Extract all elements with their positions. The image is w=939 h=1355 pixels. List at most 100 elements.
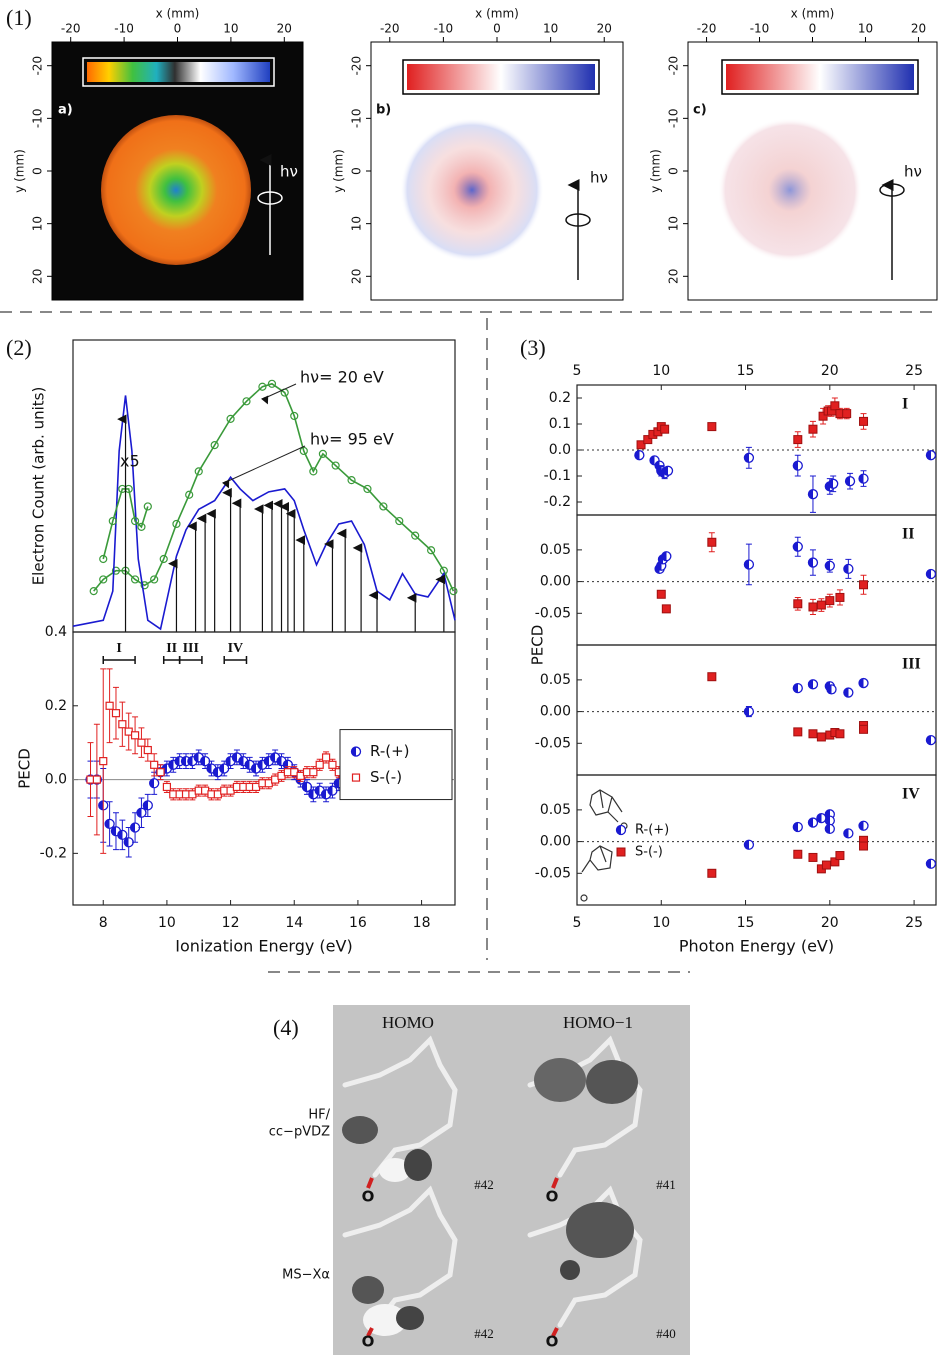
arrow-label: hν (590, 169, 608, 187)
x-tick-label: -10 (434, 22, 454, 36)
x-tick-label: -10 (750, 22, 770, 36)
y-tick-label: 20 (350, 269, 364, 284)
marker (793, 849, 803, 859)
marker (636, 440, 646, 450)
x-tick-label: 0 (174, 22, 182, 36)
image-tag: b) (376, 103, 391, 118)
column-header: HOMO−1 (563, 1013, 633, 1032)
panel-label: (2) (6, 335, 32, 360)
legend-marker (350, 746, 362, 757)
marker (142, 800, 153, 811)
legend-label: S-(-) (370, 768, 402, 786)
y-tick-label: -0.05 (535, 865, 571, 881)
orbital-number: #40 (656, 1326, 676, 1341)
method-label: HF/ (308, 1108, 330, 1123)
x-tick-label: 20 (911, 22, 926, 36)
x-tick-label: 10 (858, 22, 873, 36)
marker (363, 484, 372, 494)
marker (123, 837, 134, 848)
legend-label: S-(-) (635, 845, 663, 860)
marker (743, 706, 755, 717)
line-series (102, 488, 149, 560)
marker (859, 580, 869, 590)
marker (89, 587, 98, 596)
marker (643, 435, 653, 445)
marker (149, 778, 160, 789)
y-tick-label: -0.2 (544, 494, 571, 510)
marker (824, 823, 835, 835)
marker (835, 592, 845, 602)
marker (143, 502, 152, 511)
marker (130, 731, 140, 740)
marker (99, 757, 108, 766)
region-label: I (116, 641, 121, 656)
region-label: III (183, 641, 199, 656)
x-tick-label: 16 (349, 915, 367, 931)
marker (743, 559, 755, 570)
marker (99, 554, 108, 564)
marker (226, 414, 235, 423)
x-tick-label: 12 (222, 915, 240, 931)
y-tick-label: 0 (667, 167, 681, 175)
marker (707, 868, 717, 878)
y-tick-label: -0.05 (535, 735, 571, 751)
marker (156, 768, 165, 777)
arrow-label: hν (904, 163, 922, 181)
y-tick-label: 0.0 (549, 442, 571, 458)
x-tick-label: 0 (493, 22, 501, 36)
x-tick-label: 10 (652, 915, 670, 931)
marker (830, 401, 840, 411)
marker (844, 476, 856, 487)
legend-label: R-(+) (635, 823, 669, 838)
polarization (565, 213, 591, 227)
x-tick-label: 10 (543, 22, 558, 36)
marker (172, 519, 181, 529)
marker (808, 729, 818, 739)
marker (137, 738, 146, 747)
marker (104, 818, 115, 829)
marker (328, 760, 337, 769)
marker (662, 465, 674, 476)
marker (661, 551, 672, 562)
y-tick-label: 0.00 (540, 834, 571, 850)
colorbar-frame (82, 57, 275, 87)
marker (331, 461, 340, 470)
marker (634, 450, 645, 461)
orbital-renders (342, 1035, 643, 1337)
region-bracket (223, 656, 248, 664)
marker (859, 416, 869, 426)
y-axis-label: y (mm) (332, 149, 346, 193)
x-tick-label: 0 (809, 22, 817, 36)
plot-frame (576, 514, 937, 646)
panel-label: (1) (6, 5, 32, 30)
marker (210, 441, 219, 450)
x-tick-label: -20 (380, 22, 400, 36)
marker (825, 596, 835, 606)
y-tick-label: -0.05 (535, 605, 571, 621)
marker (843, 687, 854, 698)
x-tick-label: 5 (573, 363, 582, 379)
legend-label: R-(+) (370, 742, 410, 760)
x-tick-label: -20 (697, 22, 717, 36)
y-tick-label: 10 (31, 216, 45, 231)
marker (150, 760, 159, 769)
marker (842, 409, 852, 419)
image-tag: a) (58, 103, 73, 118)
marker (843, 828, 854, 839)
marker (318, 449, 327, 458)
colorbar (407, 64, 595, 90)
marker (136, 807, 147, 818)
marker (99, 575, 108, 584)
marker (858, 820, 869, 831)
x-axis-label: x (mm) (475, 7, 519, 21)
marker (267, 379, 277, 388)
marker (309, 467, 318, 476)
x-tick-label: -20 (61, 22, 81, 36)
y-axis-label: PECD (16, 748, 34, 789)
atom-label: O (546, 1188, 559, 1206)
x-tick-label: 18 (413, 915, 431, 931)
y-tick-label: 0.1 (549, 416, 571, 432)
marker (792, 682, 803, 694)
